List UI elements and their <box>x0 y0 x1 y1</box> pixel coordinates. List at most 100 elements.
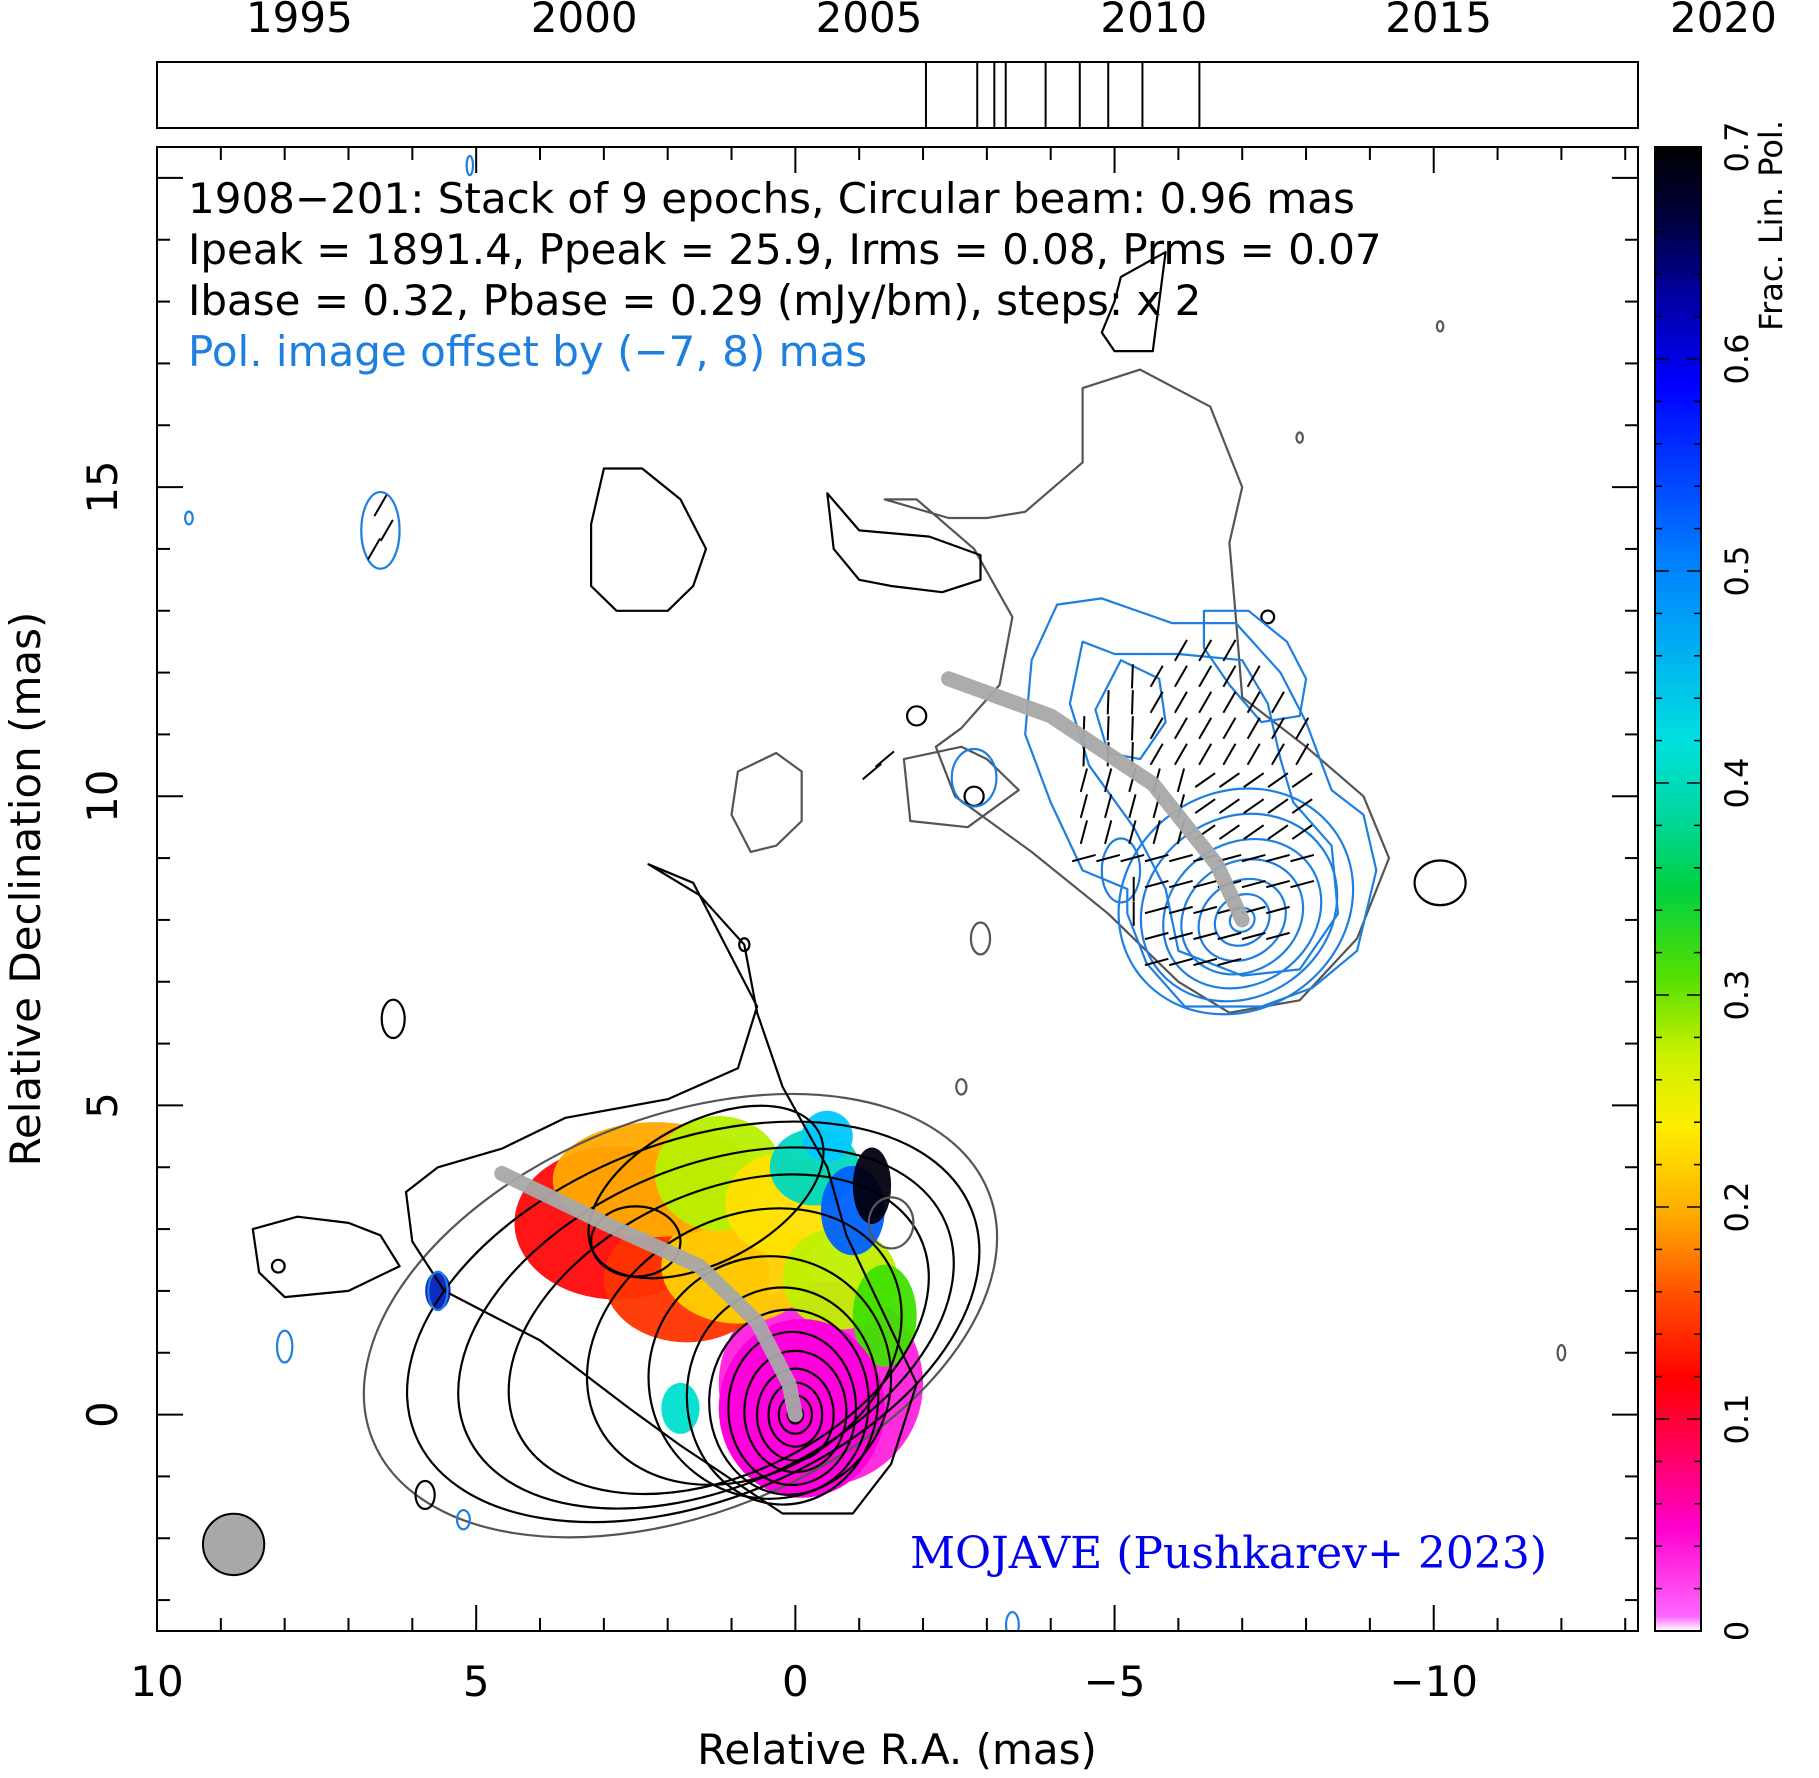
evpa-stick <box>1246 691 1261 714</box>
epoch-tick-label: 2015 <box>1385 0 1492 42</box>
x-tick-label: 0 <box>782 1657 809 1706</box>
evpa-stick <box>1130 664 1134 689</box>
polarization-patch <box>661 1382 700 1434</box>
intensity-contour <box>743 1349 848 1474</box>
evpa-stick <box>1222 717 1237 740</box>
colorbar-tick-label: 0.7 <box>1718 122 1756 173</box>
evpa-stick <box>1128 820 1137 845</box>
evpa-stick <box>1198 665 1213 688</box>
polarization-contour <box>1100 837 1142 904</box>
evpa-stick <box>1198 691 1213 714</box>
evpa-stick <box>1290 879 1315 889</box>
polarization-contour <box>465 154 475 177</box>
evpa-stick <box>1194 798 1216 814</box>
evpa-stick <box>1222 743 1237 766</box>
evpa-stick <box>1246 665 1261 688</box>
extended-contour <box>251 1215 401 1299</box>
evpa-stick <box>367 537 381 560</box>
evpa-stick <box>874 750 895 768</box>
extended-contour <box>826 492 982 594</box>
evpa-stick <box>1144 853 1169 863</box>
evpa-stick <box>1290 853 1315 863</box>
evpa-stick <box>1198 639 1213 662</box>
evpa-stick <box>1149 743 1164 766</box>
mojave-credit: MOJAVE (Pushkarev+ 2023) <box>910 1528 1548 1579</box>
isolated-contour <box>969 921 992 956</box>
isolated-contour <box>1413 859 1467 907</box>
x-tick-label: −10 <box>1389 1657 1478 1706</box>
beam-ellipse <box>201 1512 266 1577</box>
isolated-contour <box>1556 1343 1567 1362</box>
polarization-contour <box>275 1329 294 1364</box>
colorbar-tick-label: 0.3 <box>1718 970 1756 1021</box>
jet-ridge-lines <box>494 671 1250 1423</box>
evpa-stick <box>1152 820 1161 845</box>
evpa-stick <box>1265 853 1290 863</box>
evpa-stick <box>1104 820 1113 845</box>
title-line-2: Ipeak = 1891.4, Ppeak = 25.9, Irms = 0.0… <box>188 225 1382 274</box>
evpa-stick <box>1079 768 1089 793</box>
intensity-contour <box>685 1286 880 1506</box>
evpa-stick <box>1267 824 1289 840</box>
evpa-stick <box>1168 957 1193 967</box>
evpa-stick <box>1149 665 1164 688</box>
evpa-stick <box>1176 768 1186 793</box>
polarization-contour <box>360 490 401 570</box>
polarization-contour <box>1024 597 1378 1008</box>
y-tick-label: 15 <box>78 460 127 513</box>
epoch-tick-label: 1995 <box>246 0 353 42</box>
evpa-stick <box>1217 931 1242 941</box>
polarization-contour <box>1004 1610 1020 1631</box>
polarization-contour <box>427 1270 449 1312</box>
evpa-stick <box>1174 717 1188 740</box>
title-line-1: 1908−201: Stack of 9 epochs, Circular be… <box>188 174 1355 223</box>
isolated-contour <box>1260 609 1276 625</box>
evpa-stick <box>1193 879 1218 889</box>
polarization-contour <box>1094 659 1167 761</box>
evpa-stick <box>1222 639 1237 662</box>
evpa-sticks <box>367 494 1315 967</box>
polarization-contour <box>455 1509 471 1531</box>
ridge-line-polarization <box>941 671 1250 928</box>
evpa-stick <box>1241 879 1266 889</box>
x-axis-title: Relative R.A. (mas) <box>697 1725 1097 1774</box>
evpa-stick <box>1104 794 1113 819</box>
evpa-stick <box>1174 743 1188 766</box>
evpa-stick <box>1128 794 1137 819</box>
colorbar-tick-label: 0.2 <box>1718 1182 1756 1233</box>
intensity-contours <box>183 154 1567 1631</box>
colorbar: 0 0.1 0.2 0.3 0.4 0.5 0.6 0.7 Frac. Lin. Pol. <box>1654 120 1790 1641</box>
evpa-stick <box>1291 798 1313 814</box>
evpa-stick <box>1149 691 1164 714</box>
evpa-stick <box>1246 717 1261 740</box>
y-tick-label: 10 <box>78 770 127 823</box>
epoch-markers <box>924 62 1201 128</box>
polarization-contour <box>1180 858 1305 976</box>
evpa-stick <box>379 519 394 542</box>
evpa-stick <box>1222 691 1237 714</box>
ridge-line-total <box>494 1165 803 1423</box>
evpa-stick <box>1291 824 1313 840</box>
isolated-contour <box>955 1078 968 1096</box>
isolated-contour <box>270 1258 286 1274</box>
evpa-stick <box>1271 717 1285 740</box>
isolated-contour <box>380 998 406 1040</box>
epoch-axis: 1995 2000 2005 2010 2015 2020 <box>156 0 1777 129</box>
evpa-stick <box>1106 716 1110 741</box>
evpa-stick <box>1267 798 1289 814</box>
polarization-contour <box>183 510 194 526</box>
isolated-contour <box>867 1196 915 1250</box>
evpa-stick <box>1198 717 1213 740</box>
x-tick-label: −5 <box>1084 1657 1146 1706</box>
polarization-contour <box>1202 609 1308 724</box>
colorbar-tick-label: 0.4 <box>1718 758 1756 809</box>
extended-contour <box>1100 251 1167 353</box>
title-line-3: Ibase = 0.32, Pbase = 0.29 (mJy/bm), ste… <box>188 276 1202 325</box>
evpa-stick <box>1265 931 1290 941</box>
epoch-tick-label: 2020 <box>1670 0 1777 42</box>
epoch-tick-label: 2000 <box>531 0 638 42</box>
evpa-stick <box>1246 743 1261 766</box>
polarization-patch <box>425 1271 451 1311</box>
y-tick-label: 0 <box>78 1401 127 1428</box>
colorbar-tick-label: 0.6 <box>1718 334 1756 385</box>
